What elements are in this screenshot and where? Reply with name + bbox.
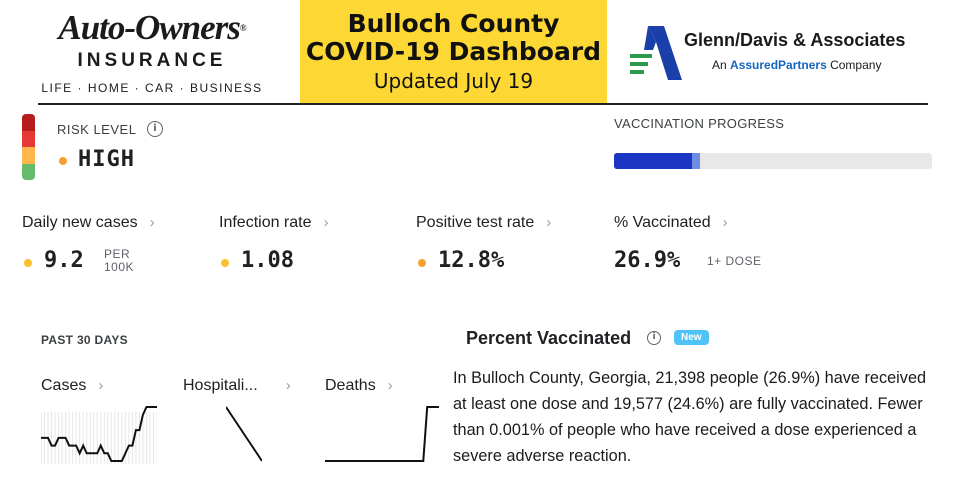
risk-level-value: HIGH: [78, 147, 135, 172]
metric-positive-test-rate[interactable]: Positive test rate › 12.8%: [416, 214, 552, 273]
chevron-right-icon: ›: [546, 214, 552, 231]
metric-label: % Vaccinated: [614, 214, 711, 231]
metric-label: Infection rate: [219, 214, 312, 231]
chevron-right-icon: ›: [323, 214, 329, 231]
title-dashboard: COVID-19 Dashboard: [305, 37, 602, 66]
metric-value: 1.08: [241, 248, 294, 273]
chevron-right-icon: ›: [98, 377, 104, 394]
risk-scale-segment: [22, 147, 35, 164]
chevron-right-icon: ›: [387, 377, 393, 394]
sparkline-line: [41, 406, 157, 462]
sparkline-line: [226, 406, 262, 462]
risk-level-label: RISK LEVEL: [57, 122, 137, 137]
assuredpartners-brand: AssuredPartners: [730, 58, 827, 72]
sparkline-cases: [41, 406, 157, 464]
header-divider: [38, 103, 928, 105]
percent-vaccinated-description: In Bulloch County, Georgia, 21,398 peopl…: [453, 369, 927, 465]
vaccination-progress-bar: [614, 153, 932, 169]
risk-scale-segment: [22, 130, 35, 147]
chevron-right-icon: ›: [285, 377, 291, 394]
updated-date: Updated July 19: [373, 69, 534, 93]
progress-fully-fill: [614, 153, 693, 169]
auto-owners-tagline: LIFE · HOME · CAR · BUSINESS: [41, 81, 263, 95]
status-dot: [418, 259, 426, 267]
metric-label: Daily new cases: [22, 214, 138, 231]
auto-owners-wordmark: Auto-Owners®: [58, 8, 246, 47]
chevron-right-icon: ›: [149, 214, 155, 231]
risk-scale-segment: [22, 114, 35, 131]
info-icon[interactable]: i: [647, 331, 661, 345]
risk-status-dot: [59, 157, 67, 165]
risk-scale-segment: [22, 163, 35, 180]
metric-value: 9.2: [44, 248, 84, 273]
glenn-davis-name: Glenn/Davis & Associates: [684, 30, 906, 50]
sparkline-line: [325, 406, 439, 462]
sparkline-cases-heading[interactable]: Cases ›: [41, 377, 104, 394]
metric-unit: 1+ DOSE: [707, 254, 762, 268]
glenn-davis-tagline: An AssuredPartners Company: [712, 58, 882, 72]
new-badge: New: [674, 330, 709, 345]
metric-value: 26.9%: [614, 248, 681, 273]
dashboard-title-box: Bulloch County COVID-19 Dashboard Update…: [300, 0, 607, 104]
title-county: Bulloch County: [347, 9, 560, 38]
status-dot: [24, 259, 32, 267]
past-30-days-label: PAST 30 DAYS: [41, 333, 128, 347]
glenn-davis-a-icon: [630, 26, 682, 80]
metric-value: 12.8%: [438, 248, 505, 273]
risk-level-scale: [22, 114, 35, 180]
metric-percent-vaccinated[interactable]: % Vaccinated › 26.9% 1+ DOSE: [614, 214, 761, 273]
sparkline-hospitalizations-heading[interactable]: Hospitali... ›: [183, 377, 291, 394]
sparkline-deaths-heading[interactable]: Deaths ›: [325, 377, 393, 394]
info-icon[interactable]: i: [147, 121, 163, 137]
status-dot: [221, 259, 229, 267]
vaccination-progress-label: VACCINATION PROGRESS: [614, 116, 785, 131]
metric-label: Positive test rate: [416, 214, 535, 231]
auto-owners-logo: Auto-Owners® INSURANCE LIFE · HOME · CAR…: [14, 6, 290, 100]
glenn-davis-logo: Glenn/Davis & Associates An AssuredPartn…: [622, 22, 952, 92]
percent-vaccinated-title: Percent Vaccinated: [466, 328, 632, 348]
sparkline-deaths: [325, 406, 439, 462]
auto-owners-sub: INSURANCE: [77, 50, 227, 71]
metric-unit: PER 100K: [104, 247, 135, 274]
sparkline-hospitalizations: [226, 406, 262, 462]
metric-infection-rate[interactable]: Infection rate › 1.08: [219, 214, 329, 273]
chevron-right-icon: ›: [722, 214, 728, 231]
metric-daily-new-cases[interactable]: Daily new cases › 9.2 PER 100K: [22, 214, 155, 274]
